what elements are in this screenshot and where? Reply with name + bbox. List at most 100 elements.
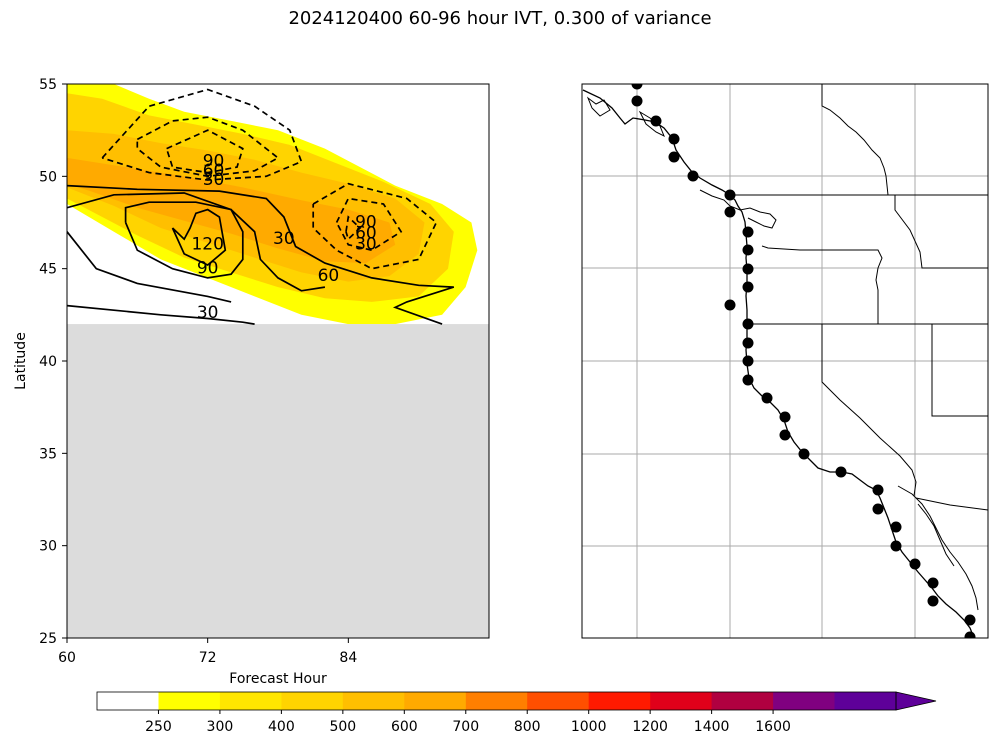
colorbar-segment [834, 692, 897, 710]
colorbar-tick-label: 1200 [632, 719, 668, 735]
station-point [742, 318, 754, 330]
colorbar-tick-label: 1600 [755, 719, 791, 735]
station-points [631, 84, 976, 638]
colorbar: 250 300 400 500 600 700 800 1000 1200 1400 1600 [96, 691, 937, 735]
contour-line-4 [335, 197, 403, 252]
station-point [872, 503, 884, 515]
station-point [631, 84, 643, 90]
contour-line-1 [136, 116, 280, 178]
colorbar-segment [404, 692, 467, 710]
contour-line-3 [312, 182, 438, 270]
colorbar-segment [281, 692, 344, 710]
y-tick-label: 55 [39, 77, 57, 93]
contour-line-6 [67, 184, 455, 325]
islands-and-sound [586, 96, 777, 229]
station-point [742, 244, 754, 256]
station-point [964, 631, 976, 638]
station-point [779, 411, 791, 423]
colorbar-tick-label: 600 [391, 719, 418, 735]
contour-label: 60 [355, 224, 377, 244]
station-point [798, 448, 810, 460]
map-frame [581, 83, 989, 639]
station-point [890, 521, 902, 533]
colorbar-segment [465, 692, 528, 710]
station-point [687, 170, 699, 182]
y-tick-label: 25 [39, 631, 57, 647]
contour-label: 30 [355, 235, 377, 255]
station-point [742, 263, 754, 275]
colorbar-tick-label: 250 [145, 719, 172, 735]
contour-label: 90 [203, 152, 225, 172]
colorbar-segment [342, 692, 405, 710]
colorbar-tick-label: 800 [514, 719, 541, 735]
station-point [761, 392, 773, 404]
x-tick-label: 60 [58, 650, 76, 666]
colorbar-segments [96, 691, 937, 711]
contour-line-7 [67, 192, 326, 292]
station-point [742, 355, 754, 367]
y-axis-label: Latitude [13, 332, 29, 390]
contour-label: 90 [355, 213, 377, 233]
station-point [927, 577, 939, 589]
contour-line-5 [345, 215, 362, 241]
contour-line-9 [171, 208, 227, 267]
station-point [668, 133, 680, 145]
y-tick-label: 45 [39, 262, 57, 278]
map-content [582, 84, 988, 638]
contour-line-10 [67, 231, 232, 303]
contour-line-11 [67, 304, 255, 325]
station-point [724, 206, 736, 218]
station-point [742, 374, 754, 386]
station-point [909, 558, 921, 570]
colorbar-segment [527, 692, 590, 710]
colorbar-tick-label: 300 [207, 719, 234, 735]
station-point [724, 189, 736, 201]
contour-label: 120 [191, 235, 223, 255]
station-point [724, 299, 736, 311]
y-tick-label: 35 [39, 446, 57, 462]
colorbar-segment [219, 692, 282, 710]
contour-label: 90 [197, 259, 219, 279]
x-tick-label: 72 [199, 650, 217, 666]
station-point [742, 226, 754, 238]
y-tick-label: 50 [39, 169, 57, 185]
station-point [890, 540, 902, 552]
colorbar-tick-label: 500 [329, 719, 356, 735]
colorbar-tick-label: 400 [268, 719, 295, 735]
colorbar-frame [96, 691, 897, 711]
station-point [872, 484, 884, 496]
colorbar-tick-label: 1400 [694, 719, 730, 735]
station-point [631, 95, 643, 107]
colorbar-segment [711, 692, 774, 710]
station-point [668, 151, 680, 163]
variance-contour-lines [67, 88, 455, 325]
station-point [835, 466, 847, 478]
colorbar-extend-arrow [895, 691, 937, 711]
colorbar-ticks: 250 300 400 500 600 700 800 1000 1200 1400 1600 [145, 710, 791, 735]
x-axis-label: Forecast Hour [229, 671, 327, 687]
station-point [742, 281, 754, 293]
contour-label: 30 [197, 303, 219, 323]
masked-region [67, 324, 489, 638]
colorbar-segment [97, 692, 159, 710]
colorbar-segment [773, 692, 836, 710]
station-point [779, 429, 791, 441]
contour-label: 60 [203, 161, 225, 181]
contour-line-0 [101, 88, 303, 181]
figure-title: 2024120400 60-96 hour IVT, 0.300 of vari… [288, 8, 712, 29]
y-tick-label: 30 [39, 539, 57, 555]
colorbar-tick-label: 700 [452, 719, 479, 735]
contour-label: 30 [203, 170, 225, 190]
contour-label: 30 [273, 229, 295, 249]
contour-label: 60 [318, 266, 340, 286]
political-borders [730, 84, 988, 511]
colorbar-segment [588, 692, 651, 710]
contour-line-8 [124, 201, 244, 279]
baja-coastline [897, 485, 979, 611]
left-axis-ticks: 60 72 84 25 30 35 40 45 50 55 [39, 77, 357, 666]
y-tick-label: 40 [39, 354, 57, 370]
station-point [742, 337, 754, 349]
